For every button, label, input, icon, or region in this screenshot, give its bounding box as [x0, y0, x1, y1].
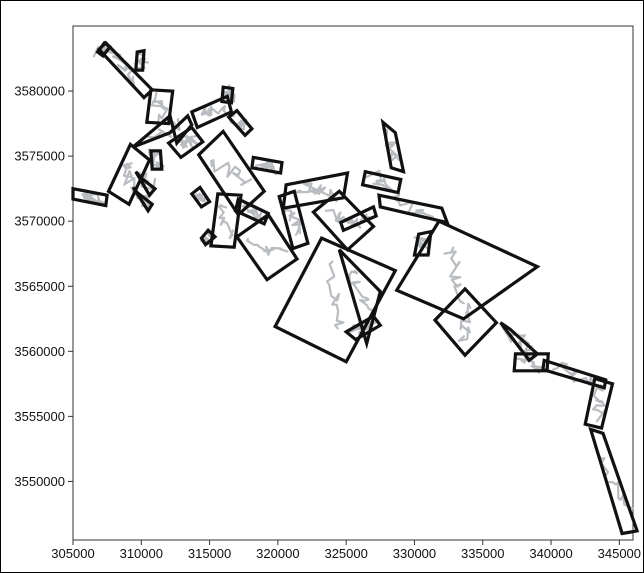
y-tick-label-0: 3550000	[14, 474, 65, 489]
x-tick-label-6: 335000	[461, 546, 504, 561]
rectangle-3	[144, 88, 175, 126]
rectangle-38	[588, 426, 640, 536]
trace-1	[111, 51, 136, 86]
y-tick-label-2: 3560000	[14, 344, 65, 359]
rectangle-10	[166, 125, 206, 160]
trace-37	[592, 384, 606, 423]
trace-3	[150, 91, 169, 123]
trace-38	[596, 452, 634, 510]
x-tick-label-3: 320000	[256, 546, 299, 561]
trace-21	[293, 182, 338, 203]
rectangle-8	[149, 149, 164, 171]
rectangle-6	[134, 170, 158, 198]
rectangle-11	[189, 94, 234, 130]
x-tick-label-4: 325000	[324, 546, 367, 561]
rectangle-31	[272, 236, 398, 364]
x-tick-label-2: 315000	[188, 546, 231, 561]
trace-11	[200, 105, 228, 117]
x-tick-label-0: 305000	[51, 546, 94, 561]
rectangle-37	[583, 376, 615, 431]
rectangle-9	[71, 186, 109, 208]
rectangle-24	[338, 204, 379, 233]
rectangle-15	[250, 155, 284, 175]
trace-29	[348, 269, 373, 312]
trace-20	[246, 237, 289, 256]
rectangle-23	[311, 189, 376, 253]
rectangle-12	[220, 85, 235, 105]
rectangle-28	[412, 229, 433, 257]
rectangle-1	[96, 40, 155, 100]
x-tick-label-5: 330000	[393, 546, 436, 561]
rectangle-27	[377, 193, 450, 225]
rectangle-4	[106, 141, 152, 207]
trace-25	[365, 169, 394, 192]
y-tick-label-6: 3580000	[14, 84, 65, 99]
rectangle-16	[189, 185, 212, 210]
x-tick-label-7: 340000	[529, 546, 572, 561]
trace-14	[210, 158, 253, 186]
rectangle-18	[233, 196, 271, 226]
rectangle-13	[226, 108, 255, 138]
rectangle-25	[360, 169, 403, 195]
y-tick-label-5: 3575000	[14, 149, 65, 164]
rectangle-33	[432, 286, 499, 358]
rectangle-layer	[71, 40, 640, 536]
rectangle-17	[209, 192, 243, 249]
trace-33	[457, 302, 472, 342]
x-tick-label-1: 310000	[120, 546, 163, 561]
rectangle-22	[277, 189, 310, 251]
x-axis: 305000 310000 315000 320000 325000 330000 3350…	[51, 540, 641, 561]
rectangle-19	[199, 227, 218, 247]
rectangle-2	[134, 48, 146, 72]
rectangle-7	[131, 186, 155, 214]
y-tick-label-4: 3570000	[14, 214, 65, 229]
rectangle-26	[380, 118, 406, 175]
x-tick-label-8: 345000	[598, 546, 641, 561]
y-axis: 3550000 3555000 3560000 3565000 3570000 35750…	[14, 84, 73, 489]
trace-17	[217, 204, 234, 240]
trace-32	[443, 246, 465, 305]
rectangle-32	[394, 219, 541, 321]
trace-31	[326, 260, 345, 330]
rectangle-5	[132, 112, 194, 149]
rectangle-36	[541, 358, 608, 390]
y-tick-label-3: 3565000	[14, 279, 65, 294]
y-tick-label-1: 3555000	[14, 409, 65, 424]
rectangle-30	[343, 314, 383, 342]
trace-22	[281, 207, 304, 236]
rectangle-20	[234, 212, 300, 282]
